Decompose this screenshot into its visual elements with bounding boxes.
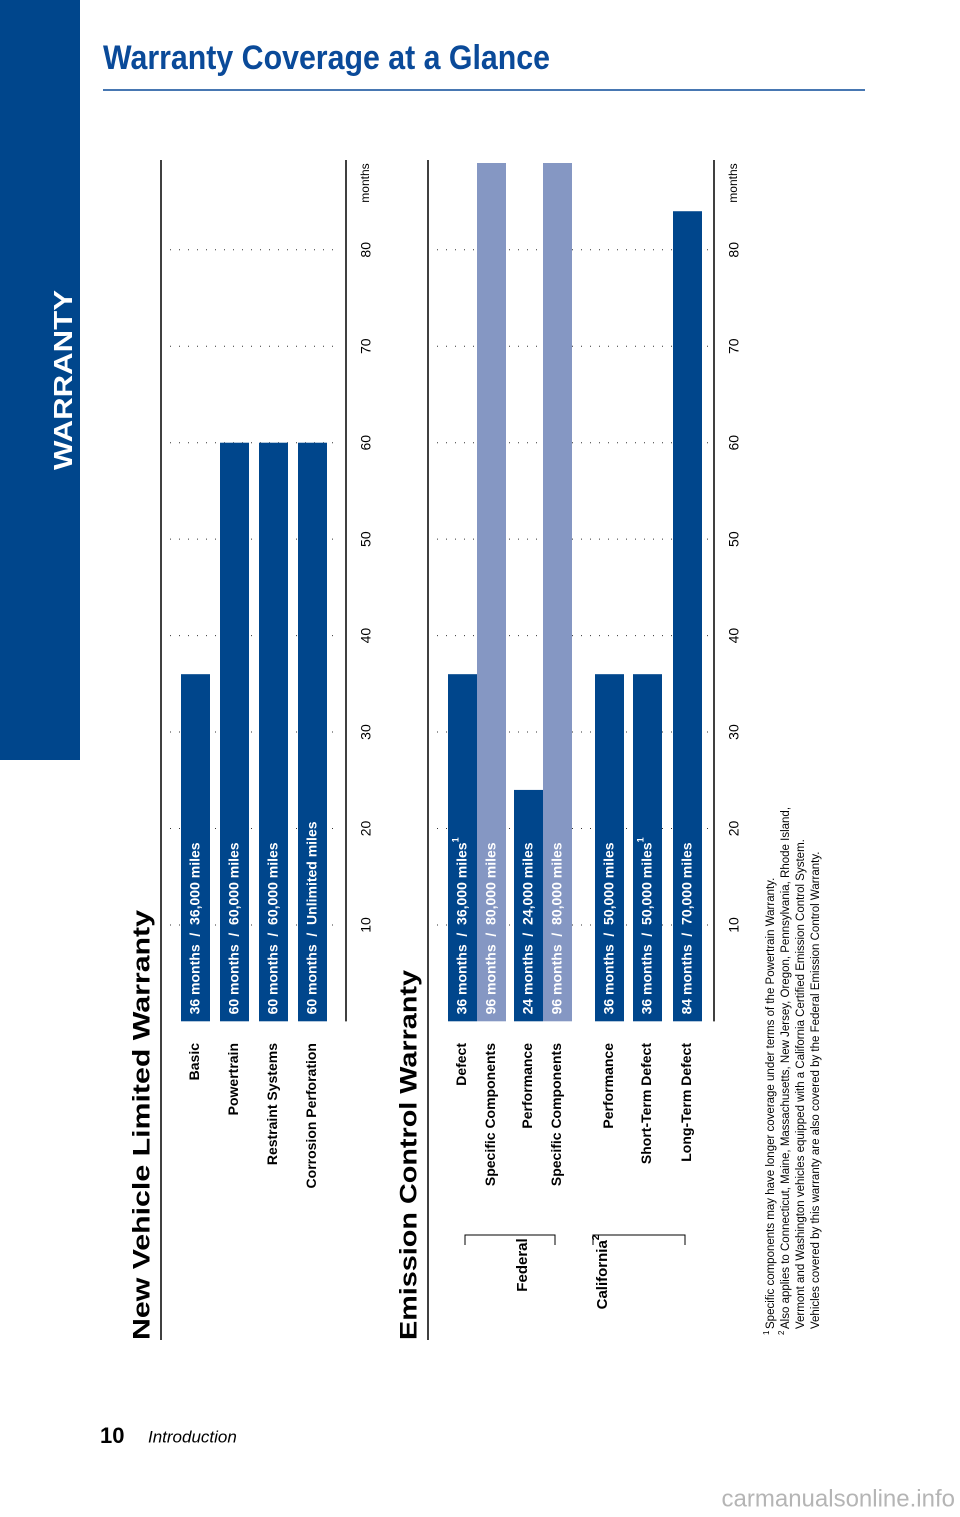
bar (259, 442, 288, 1022)
bar-label: 60 months / 60,000 miles (225, 842, 241, 1014)
bar (477, 162, 506, 1022)
category-label: Short-Term Defect (638, 1043, 654, 1164)
bar (448, 674, 477, 1022)
group-name: Federal (514, 1238, 531, 1291)
bar-label: 36 months / 50,000 miles1 (636, 837, 654, 1014)
bar-label: 36 months / 36,000 miles (186, 842, 202, 1014)
bar (514, 789, 543, 1022)
axis-label: months (726, 163, 740, 202)
x-tick-label: 50 (358, 531, 374, 547)
footnote-text: Vermont and Washington vehicles equipped… (795, 839, 807, 1329)
bar-label: 60 months / 60,000 miles (264, 842, 280, 1014)
sidebar (0, 0, 80, 760)
category-label: Restraint Systems (264, 1043, 280, 1165)
page-title: Warranty Coverage at a Glance (103, 39, 550, 77)
category-label: Powertrain (225, 1043, 241, 1115)
x-tick-label: 10 (358, 917, 374, 933)
section-name: Introduction (148, 1427, 237, 1446)
footnote-mark: 1 (636, 837, 646, 842)
category-label: Specific Components (482, 1043, 498, 1186)
x-tick-label: 30 (726, 724, 742, 740)
footnote-mark: 1 (451, 837, 461, 842)
bar-label: 96 months / 80,000 miles (548, 842, 564, 1014)
bar-label-text: 60 months / 60,000 miles (264, 842, 280, 1014)
x-tick-label: 20 (358, 821, 374, 837)
x-tick-label: 60 (358, 435, 374, 451)
x-tick-label: 40 (358, 628, 374, 644)
bar-label-text: 96 months / 80,000 miles (548, 842, 564, 1014)
bar (543, 162, 572, 1022)
x-tick-label: 70 (358, 338, 374, 354)
x-tick-label: 80 (726, 242, 742, 258)
bar-label: 60 months / Unlimited miles (303, 821, 319, 1014)
x-tick-label: 10 (726, 917, 742, 933)
bar-label: 24 months / 24,000 miles (519, 842, 535, 1014)
x-tick-label: 50 (726, 531, 742, 547)
x-tick-label: 20 (726, 821, 742, 837)
bar (298, 442, 327, 1022)
group-label: Federal (514, 1238, 531, 1291)
bar-label: 96 months / 80,000 miles (482, 842, 498, 1014)
bar-label-text: 24 months / 24,000 miles (519, 842, 535, 1014)
category-label: Basic (186, 1043, 202, 1081)
category-label: Performance (600, 1043, 616, 1129)
category-label: Defect (453, 1043, 469, 1086)
footnote-text: Also applies to Connecticut, Maine, Mass… (780, 807, 792, 1329)
bar-label-text: 60 months / Unlimited miles (303, 821, 319, 1014)
bar (181, 674, 210, 1022)
axis-label: months (358, 163, 372, 202)
footnote-text: Specific components may have longer cove… (765, 878, 777, 1329)
sidebar-label: WARRANTY (48, 290, 78, 470)
page-number: 10 (100, 1423, 124, 1448)
rotated-content: New Vehicle Limited Warranty 10 20 30 40 50 60… (128, 160, 822, 1340)
bar-label-text: 36 months / 50,000 miles (600, 842, 616, 1014)
x-tick-label: 30 (358, 724, 374, 740)
bar-label: 36 months / 36,000 miles1 (451, 837, 469, 1014)
bar-label: 36 months / 50,000 miles (600, 842, 616, 1014)
category-label: Performance (519, 1043, 535, 1129)
bar-label-text: 84 months / 70,000 miles (678, 842, 694, 1014)
category-label: Corrosion Perforation (303, 1043, 319, 1188)
footnote-mark: 1 (762, 1330, 771, 1335)
bar (220, 442, 249, 1022)
category-label: Specific Components (548, 1043, 564, 1186)
footnote-text: Vehicles covered by this warranty are al… (810, 852, 822, 1329)
x-tick-label: 70 (726, 338, 742, 354)
bar-label-text: 60 months / 60,000 miles (225, 842, 241, 1014)
x-tick-label: 60 (726, 435, 742, 451)
x-tick-label: 80 (358, 242, 374, 258)
category-label: Long-Term Defect (678, 1043, 694, 1162)
bar-label: 84 months / 70,000 miles (678, 842, 694, 1014)
bar-label-text: 36 months / 50,000 miles (638, 842, 654, 1014)
watermark: carmanualsonline.info (722, 1485, 955, 1512)
bar (595, 674, 624, 1022)
group-label: California2 (591, 1234, 611, 1309)
x-tick-label: 40 (726, 628, 742, 644)
bar-label-text: 36 months / 36,000 miles (186, 842, 202, 1014)
section-title: New Vehicle Limited Warranty (128, 909, 155, 1340)
bar (673, 211, 702, 1022)
group-bracket (464, 1234, 556, 1245)
group-name: California (594, 1240, 611, 1310)
group-bracket (592, 1234, 686, 1245)
bar-label-text: 36 months / 36,000 miles (453, 842, 469, 1014)
footnote-mark: 2 (591, 1234, 602, 1240)
section-title: Emission Control Warranty (395, 969, 422, 1340)
footnote-mark: 2 (777, 1330, 786, 1335)
bar-label-text: 96 months / 80,000 miles (482, 842, 498, 1014)
bar (633, 674, 662, 1022)
